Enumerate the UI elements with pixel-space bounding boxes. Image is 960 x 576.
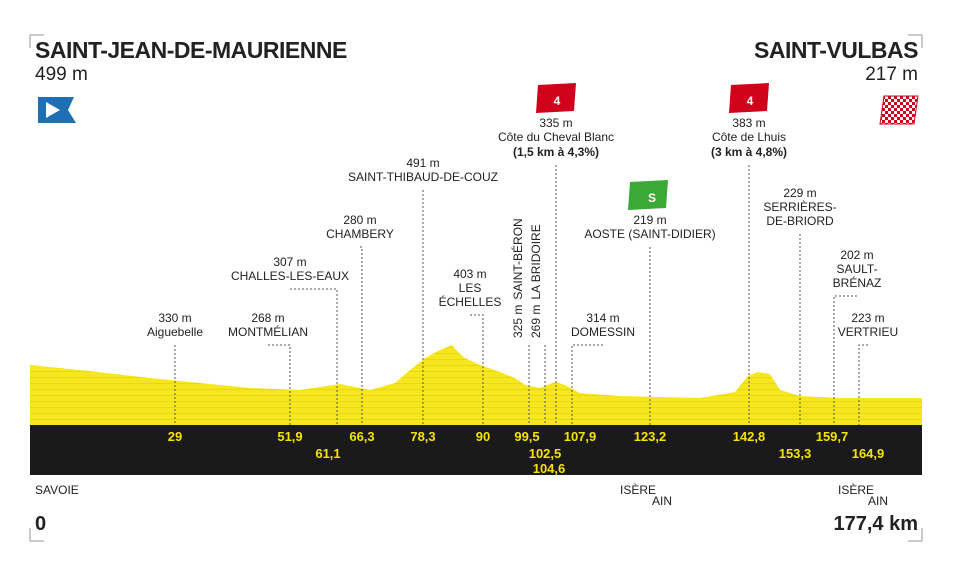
start-name: SAINT-JEAN-DE-MAURIENNE: [35, 37, 347, 63]
km-label: 61,1: [315, 446, 340, 461]
waypoint-name: LES: [459, 281, 482, 295]
waypoint-altitude: 202 m: [840, 248, 873, 262]
climb-category: 4: [554, 94, 561, 108]
region-label: SAVOIE: [35, 483, 79, 497]
waypoint-altitude: 307 m: [273, 255, 306, 269]
waypoint-name: SAULT-: [836, 262, 877, 276]
km-label: 51,9: [277, 429, 302, 444]
waypoint-altitude: 269 m: [529, 305, 543, 338]
region-label: ISÈRE: [620, 482, 656, 497]
leader-line: [360, 246, 363, 425]
leader-line: [858, 344, 868, 425]
start-flag-arrow: [46, 102, 60, 118]
km-label: 142,8: [733, 429, 766, 444]
km-label: 107,9: [564, 429, 597, 444]
frame: [29, 34, 923, 542]
waypoint-altitude: 325 m: [511, 305, 525, 338]
leader-line: [571, 344, 603, 425]
start-km: 0: [35, 513, 46, 535]
km-label: 104,6: [533, 461, 566, 476]
waypoint-label: 325 m SAINT-BÉRON: [510, 218, 525, 338]
finish-name: SAINT-VULBAS: [754, 37, 918, 63]
waypoint-name: MONTMÉLIAN: [228, 324, 308, 339]
waypoint-name: CHAMBERY: [326, 227, 394, 241]
km-label: 29: [168, 429, 182, 444]
waypoint-name: ÉCHELLES: [439, 294, 502, 309]
km-label: 78,3: [410, 429, 435, 444]
waypoint-name: AOSTE (SAINT-DIDIER): [584, 227, 715, 241]
leader-line: [268, 344, 291, 425]
waypoint-name: CHALLES-LES-EAUX: [231, 269, 349, 283]
km-label: 90: [476, 429, 490, 444]
waypoint-name: DE-BRIORD: [766, 214, 834, 228]
finish-altitude: 217 m: [865, 64, 918, 85]
km-label: 99,5: [514, 429, 539, 444]
waypoint-name: DOMESSIN: [571, 325, 635, 339]
waypoint-altitude: 491 m: [406, 156, 439, 170]
finish-km: 177,4 km: [833, 513, 918, 535]
leader-line: [833, 295, 857, 425]
leader-line: [470, 314, 484, 425]
sprint-flag: [628, 180, 668, 210]
km-label: 123,2: [634, 429, 667, 444]
km-label: 164,9: [852, 446, 885, 461]
region-label: AIN: [652, 494, 672, 508]
region-label: AIN: [868, 494, 888, 508]
sprint-label: S: [648, 191, 656, 205]
waypoint-altitude: 223 m: [851, 311, 884, 325]
waypoint-name: BRÉNAZ: [833, 275, 882, 290]
waypoint-name: SAINT-THIBAUD-DE-COUZ: [348, 170, 498, 184]
climb-flag: [729, 83, 769, 113]
start-altitude: 499 m: [35, 64, 88, 85]
km-label: 102,5: [529, 446, 562, 461]
climb-flag: [536, 83, 576, 113]
waypoint-altitude: 314 m: [586, 311, 619, 325]
km-label: 153,3: [779, 446, 812, 461]
waypoint-altitude: 403 m: [453, 267, 486, 281]
waypoint-name: LA BRIDOIRE: [529, 224, 543, 299]
waypoint-altitude: 330 m: [158, 311, 191, 325]
waypoint-name: Côte du Cheval Blanc: [498, 130, 614, 144]
waypoint-label: 269 m LA BRIDOIRE: [529, 224, 543, 338]
climb-category: 4: [747, 94, 754, 108]
waypoint-altitude: 268 m: [251, 311, 284, 325]
waypoint-name: SAINT-BÉRON: [510, 218, 525, 299]
waypoint-altitude: 335 m: [539, 116, 572, 130]
waypoint-altitude: 280 m: [343, 213, 376, 227]
waypoint-altitude: 229 m: [783, 186, 816, 200]
waypoint-altitude: 219 m: [633, 213, 666, 227]
profile: [30, 345, 922, 425]
waypoint-name: Aiguebelle: [147, 325, 203, 339]
km-band: [30, 425, 922, 475]
km-label: 66,3: [349, 429, 374, 444]
waypoint-name: VERTRIEU: [838, 325, 898, 339]
waypoint-name: SERRIÈRES-: [763, 199, 836, 214]
waypoint-altitude: 383 m: [732, 116, 765, 130]
climb-detail: (3 km à 4,8%): [711, 145, 787, 159]
climb-detail: (1,5 km à 4,3%): [513, 145, 599, 159]
region-label: ISÈRE: [838, 482, 874, 497]
km-label: 159,7: [816, 429, 849, 444]
leader-line: [290, 288, 338, 425]
waypoint-name: Côte de Lhuis: [712, 130, 786, 144]
finish-flag: [879, 95, 919, 125]
